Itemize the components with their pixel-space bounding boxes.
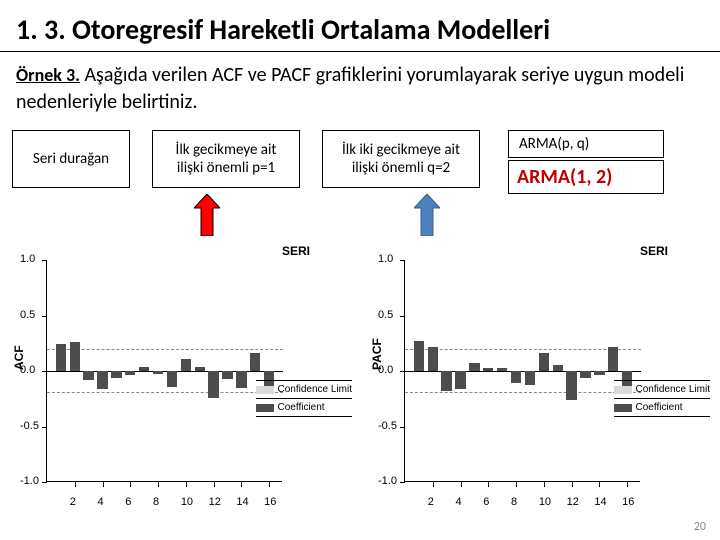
legend-coef-swatch-icon bbox=[614, 404, 632, 412]
box-q: İlk iki gecikmeye ait ilişki önemli q=2 bbox=[322, 130, 480, 188]
chart-row: SERI ACF Confidence Limit Coefficient -1… bbox=[0, 240, 720, 516]
legend-coef-label-2: Coefficient bbox=[636, 400, 683, 415]
box-p: İlk gecikmeye ait ilişki önemli p=1 bbox=[152, 130, 300, 188]
page-title: 1. 3. Otoregresif Hareketli Ortalama Mod… bbox=[0, 0, 720, 52]
legend-coef: Coefficient bbox=[256, 399, 352, 417]
legend-conf-swatch-icon bbox=[256, 386, 274, 394]
example-lead: Örnek 3. bbox=[16, 64, 80, 86]
summary-boxes: Seri durağan İlk gecikmeye ait ilişki ön… bbox=[0, 124, 720, 194]
pacf-panel: SERI PACF Confidence Limit Coefficient -… bbox=[364, 240, 714, 516]
arrow-red-up-icon bbox=[194, 194, 220, 236]
pacf-legend: Confidence Limit Coefficient bbox=[614, 380, 710, 417]
legend-conf-swatch-icon bbox=[614, 386, 632, 394]
legend-conf: Confidence Limit bbox=[256, 380, 352, 399]
acf-legend: Confidence Limit Coefficient bbox=[256, 380, 352, 417]
legend-coef-2: Coefficient bbox=[614, 399, 710, 417]
arrow-row bbox=[0, 194, 720, 240]
arma-result: ARMA(1, 2) bbox=[508, 160, 664, 194]
pacf-title: SERI bbox=[640, 244, 668, 258]
prompt-text: Örnek 3. Aşağıda verilen ACF ve PACF gra… bbox=[0, 60, 720, 124]
legend-conf-label-2: Confidence Limit bbox=[636, 382, 710, 397]
arrow-blue-up-icon bbox=[414, 194, 440, 236]
legend-conf-label: Confidence Limit bbox=[278, 382, 352, 397]
legend-coef-swatch-icon bbox=[256, 404, 274, 412]
legend-conf-2: Confidence Limit bbox=[614, 380, 710, 399]
arma-generic: ARMA(p, q) bbox=[508, 130, 664, 158]
box-arma: ARMA(p, q) ARMA(1, 2) bbox=[502, 130, 670, 194]
acf-panel: SERI ACF Confidence Limit Coefficient -1… bbox=[6, 240, 356, 516]
legend-coef-label: Coefficient bbox=[278, 400, 325, 415]
page-number: 20 bbox=[694, 520, 706, 534]
acf-plot bbox=[46, 260, 282, 482]
prompt-body: Aşağıda verilen ACF ve PACF grafiklerini… bbox=[16, 63, 684, 114]
box-stationary: Seri durağan bbox=[12, 130, 130, 188]
acf-title: SERI bbox=[282, 244, 310, 258]
pacf-plot bbox=[404, 260, 640, 482]
